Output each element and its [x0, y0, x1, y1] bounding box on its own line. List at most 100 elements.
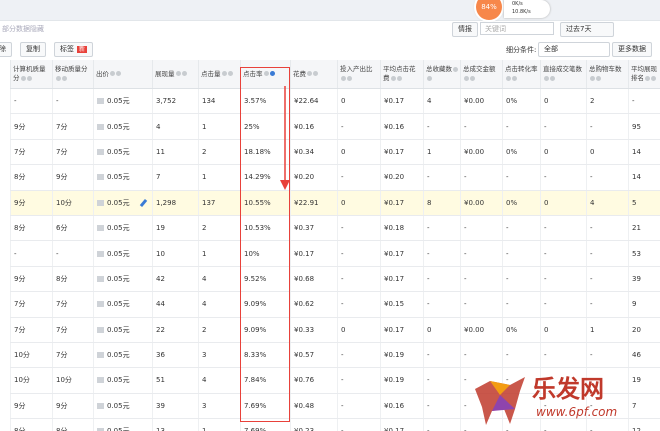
table-cell: - [540, 291, 587, 318]
table-cell: ¥0.33 [290, 317, 338, 343]
table-cell: ¥0.76 [290, 367, 338, 394]
column-title: 总收藏数 [426, 65, 452, 73]
cell-text: 3.57% [244, 97, 267, 106]
table-cell: - [502, 240, 541, 267]
sort-icon[interactable] [470, 75, 475, 81]
table-cell: 36 [152, 342, 199, 369]
sort-icon[interactable] [116, 71, 121, 76]
help-icon [544, 75, 549, 81]
sort-icon[interactable] [181, 71, 187, 76]
table-cell: 3,752 [152, 88, 199, 115]
table-cell: 9分 [10, 266, 53, 293]
table-cell: ¥0.17 [380, 240, 424, 267]
table-row: 9分 7分 0.05元 4 1 25% ¥0.16 - ¥0.16 - - - - - 95 [10, 113, 660, 140]
cell-text: 14 [632, 147, 641, 156]
table-cell: 8分 [10, 164, 53, 191]
table-row: 10分 10分 0.05元 51 4 7.84% ¥0.76 - ¥0.19 - - - - - 19 [10, 367, 660, 394]
sort-icon[interactable] [651, 75, 656, 81]
sort-icon[interactable] [313, 71, 318, 76]
more-data[interactable]: 更多数据 [612, 42, 652, 57]
cell-text: - [427, 376, 430, 385]
cell-text: 2 [202, 325, 207, 334]
sort-icon[interactable] [596, 75, 601, 81]
sort-icon[interactable] [396, 75, 402, 81]
sort-icon[interactable] [427, 75, 432, 81]
table-cell: 11 [152, 139, 199, 166]
column-title: 出价 [96, 69, 109, 78]
sort-icon[interactable] [62, 75, 67, 81]
table-cell: 4 [198, 266, 241, 293]
sort-arrow [280, 86, 290, 190]
cell-text: ¥0.17 [384, 325, 405, 334]
filter-select[interactable]: 全部 [538, 42, 610, 57]
table-cell: 8 [423, 190, 461, 216]
cell-text: - [544, 249, 547, 258]
table-cell: 7 [152, 164, 199, 191]
table-cell: - [586, 393, 629, 420]
column-header: 总成交金额 [460, 60, 503, 89]
bid-icon [97, 225, 104, 232]
cell-text: 0.05元 [107, 198, 130, 207]
table-cell: - [540, 164, 587, 191]
cell-text: 0.05元 [107, 351, 130, 360]
table-cell: - [460, 113, 503, 140]
cell-text: 8分 [56, 274, 68, 283]
table-cell: ¥0.48 [290, 393, 338, 420]
cell-text: 53 [632, 249, 641, 258]
cell-text: 1 [202, 173, 207, 182]
sort-icon[interactable] [512, 75, 517, 81]
search-input[interactable]: 关键词 [480, 22, 554, 35]
search-type[interactable]: 情报 [452, 22, 478, 37]
column-header: 点击率 [240, 60, 291, 89]
delete-button[interactable]: 删除 [0, 42, 12, 57]
table-cell: ¥0.18 [380, 215, 424, 242]
column-title: 点击率 [243, 69, 263, 78]
edit-icon[interactable] [139, 198, 147, 207]
copy-button[interactable]: 复制 [20, 42, 46, 57]
table-cell: 1 [198, 164, 241, 191]
cell-text: ¥0.17 [384, 147, 405, 156]
cell-text: 9分 [14, 198, 26, 207]
table-cell: 7分 [52, 317, 94, 343]
table-cell: 9分 [10, 113, 53, 140]
table-cell: 0.05元 [93, 367, 153, 394]
table-cell: ¥0.34 [290, 139, 338, 166]
sort-icon[interactable] [26, 75, 32, 81]
cell-text: 7分 [56, 325, 68, 334]
cell-text: 3 [202, 401, 207, 410]
sort-icon[interactable] [550, 75, 555, 81]
column-header: 点击量 [198, 60, 241, 89]
table-cell: ¥22.64 [290, 88, 338, 115]
table-row: 8分 6分 0.05元 19 2 10.53% ¥0.37 - ¥0.18 - - - - - 21 [10, 215, 660, 242]
header-row: 计算机质量分 移动质量分 出价 展现量 点击量 点击率 花费 投入产出比 平均点击花费 总收藏数 总… [10, 60, 660, 89]
cell-text: 0.05元 [107, 274, 130, 283]
bid-icon [97, 326, 104, 333]
cell-text: 8分 [56, 427, 67, 431]
table-cell: - [502, 215, 541, 242]
cell-text: - [506, 173, 509, 182]
table-cell: 7.84% [240, 367, 291, 394]
column-header: 投入产出比 [337, 60, 381, 89]
column-title: 直接成交笔数 [543, 65, 582, 73]
table-cell: - [423, 418, 461, 431]
date-range[interactable]: 过去7天 [560, 22, 614, 37]
table-cell: 9.09% [240, 317, 291, 343]
cell-text: 10% [244, 249, 260, 258]
cell-text: - [427, 427, 430, 431]
usage-badge[interactable]: 84% [476, 0, 502, 20]
tag-button[interactable]: 标签新 [54, 42, 94, 57]
cell-text: - [341, 122, 344, 131]
cell-text: 0.05元 [107, 401, 130, 410]
table-cell: - [337, 418, 381, 431]
help-icon [221, 71, 227, 76]
cell-text: 7 [632, 401, 637, 410]
sort-icon[interactable] [227, 71, 233, 76]
table-cell: - [586, 240, 629, 267]
cell-text: 4 [202, 274, 207, 283]
table-cell: 12 [628, 418, 660, 431]
sort-icon[interactable] [269, 71, 275, 76]
cell-text: 13 [156, 427, 165, 431]
cell-text: 0 [341, 97, 346, 106]
sort-icon[interactable] [347, 75, 352, 81]
table-cell: 0.05元 [93, 418, 153, 431]
